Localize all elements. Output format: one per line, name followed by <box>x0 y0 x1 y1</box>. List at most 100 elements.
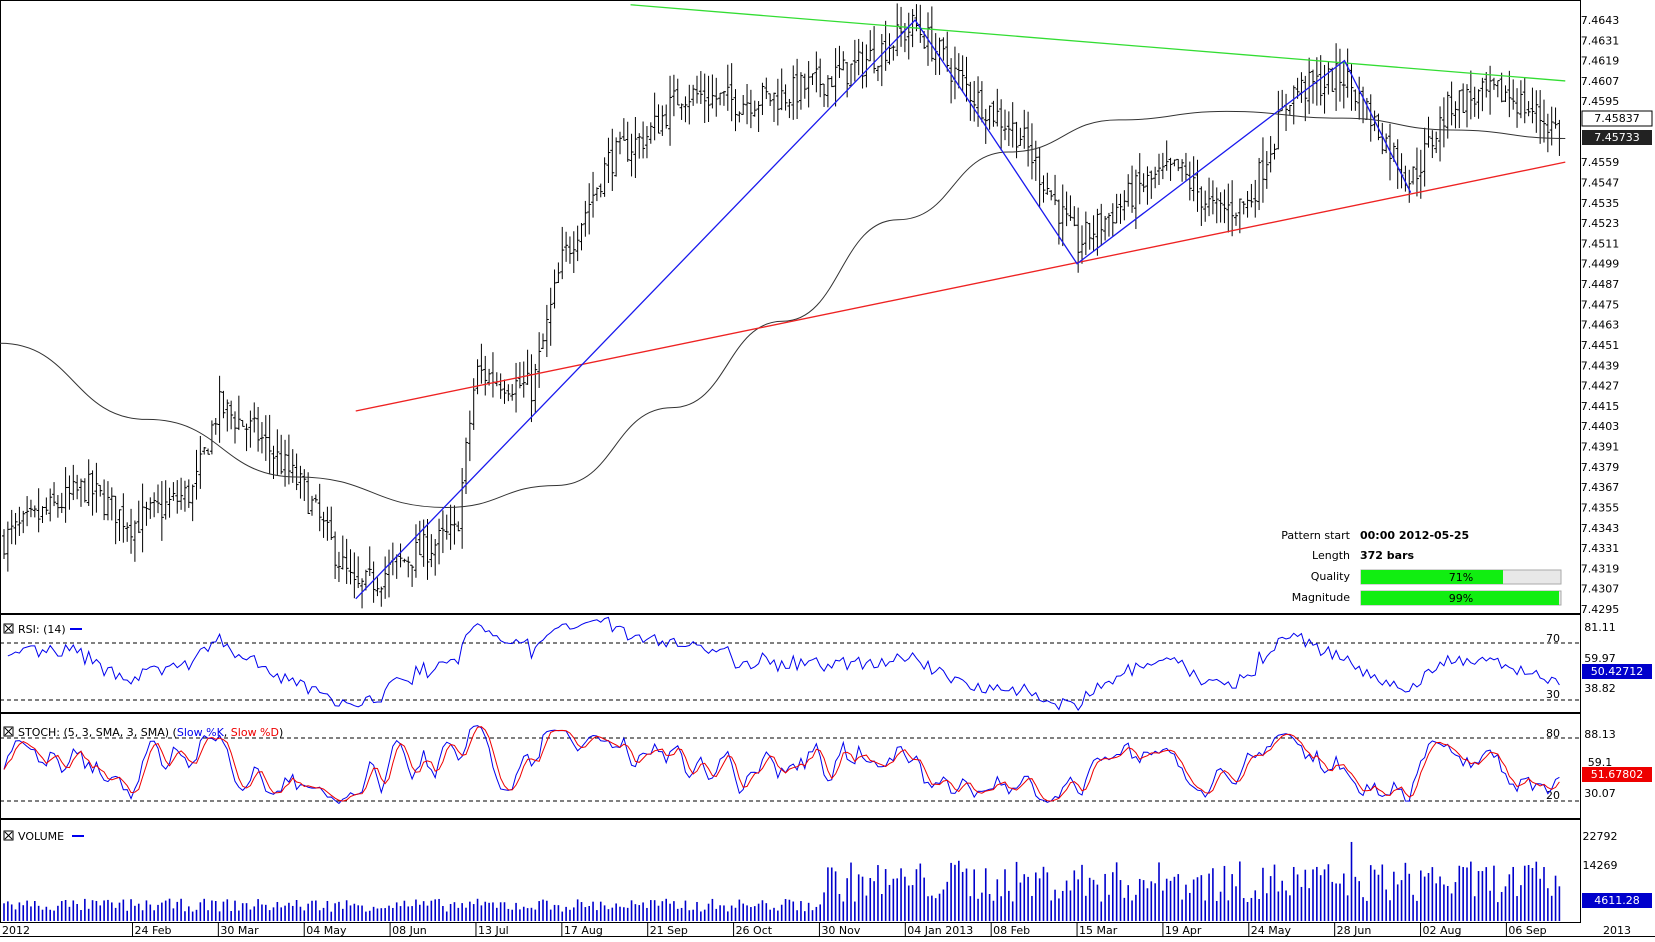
price-axis-label: 7.4391 <box>1581 441 1620 454</box>
rsi-level-30: 30 <box>1546 688 1560 701</box>
ohlc-bar <box>317 483 322 532</box>
time-axis-label: 04 May <box>306 924 347 937</box>
ohlc-bar <box>648 122 653 144</box>
upper-trendline <box>630 4 1566 82</box>
ohlc-bar <box>918 4 923 43</box>
ohlc-bar <box>618 131 622 155</box>
lower-trendline <box>355 161 1566 412</box>
ohlc-bar <box>637 133 642 159</box>
price-axis-label: 7.4331 <box>1581 542 1620 555</box>
ohlc-bar <box>968 81 973 121</box>
ohlc-bar <box>914 4 919 32</box>
ohlc-bar <box>182 480 187 512</box>
ohlc-bar <box>233 411 237 444</box>
ohlc-bar <box>17 506 22 536</box>
rsi-close-icon[interactable] <box>3 623 14 634</box>
ohlc-bar <box>71 464 76 501</box>
price-bars <box>2 3 1562 609</box>
magnitude-label: Magnitude <box>1292 591 1351 604</box>
ohlc-bar <box>179 477 184 510</box>
ohlc-bar <box>514 362 519 413</box>
ohlc-bar <box>90 470 95 516</box>
ohlc-bar <box>875 65 880 82</box>
ohlc-bar <box>217 375 222 443</box>
pattern-zigzag <box>355 18 1412 600</box>
ohlc-bar <box>198 435 203 489</box>
ohlc-bar <box>517 362 522 389</box>
ohlc-bar <box>1322 64 1327 114</box>
current-price-marker: 7.45733 <box>1582 130 1652 145</box>
stoch-close-icon[interactable] <box>3 726 14 737</box>
ohlc-bar <box>1106 212 1111 237</box>
ohlc-bar <box>490 352 495 398</box>
price-axis-label: 7.4367 <box>1581 481 1620 494</box>
ohlc-bar <box>795 58 800 119</box>
volume-panel: VOLUME 22792 14269 4611.28 <box>3 830 1652 921</box>
ohlc-bar <box>1145 166 1150 205</box>
ohlc-bar <box>1041 175 1046 203</box>
ohlc-bar <box>829 76 834 88</box>
ohlc-bar <box>1060 184 1065 247</box>
ohlc-bar <box>240 419 245 427</box>
ohlc-bar <box>209 420 214 455</box>
ohlc-bar <box>1430 130 1435 159</box>
ohlc-bar <box>1426 116 1431 148</box>
ohlc-bar <box>1295 77 1300 99</box>
ohlc-bar <box>1237 198 1242 234</box>
ohlc-bar <box>929 6 934 62</box>
ohlc-bar <box>1414 147 1419 197</box>
rsi-series <box>7 616 1560 712</box>
price-marker-1: 7.45837 <box>1581 110 1653 127</box>
ohlc-bar <box>760 82 765 116</box>
ohlc-bar <box>991 100 996 127</box>
ohlc-bar <box>1010 102 1015 148</box>
ohlc-bar <box>82 478 87 503</box>
ohlc-bar <box>1411 166 1416 185</box>
ohlc-bar <box>121 493 126 543</box>
ohlc-bar <box>887 33 892 65</box>
ohlc-bar <box>544 304 549 358</box>
ohlc-bar <box>1334 43 1339 111</box>
ohlc-bar <box>533 363 538 414</box>
ohlc-bar <box>1522 78 1527 124</box>
ohlc-bar <box>236 395 241 431</box>
ohlc-bar <box>806 61 811 108</box>
ohlc-bar <box>1453 101 1458 129</box>
pattern-lines <box>355 4 1566 600</box>
ohlc-bar <box>348 549 353 585</box>
ohlc-bar <box>44 497 49 515</box>
ohlc-bar <box>1141 173 1146 193</box>
ohlc-bar <box>156 484 160 514</box>
ohlc-bar <box>714 77 719 117</box>
ohlc-bar <box>340 535 345 570</box>
ohlc-bar <box>1534 90 1539 133</box>
price-axis-label: 7.4487 <box>1581 278 1620 291</box>
ohlc-bar <box>136 500 141 534</box>
ohlc-bar <box>1234 212 1238 226</box>
ohlc-bar <box>1210 180 1215 215</box>
ohlc-bar <box>621 118 626 141</box>
price-axis-label: 7.4511 <box>1581 237 1620 250</box>
ohlc-bar <box>537 332 542 388</box>
ohlc-bar <box>629 133 634 177</box>
ohlc-bar <box>1434 131 1439 154</box>
ohlc-bar <box>479 343 484 384</box>
volume-close-icon[interactable] <box>3 830 14 841</box>
price-panel-frame <box>0 0 1581 614</box>
ohlc-bar <box>86 459 91 506</box>
ohlc-bar <box>21 510 26 534</box>
pattern-start-value: 00:00 2012-05-25 <box>1360 529 1469 542</box>
ohlc-bar <box>244 423 249 452</box>
ohlc-bar <box>671 74 676 117</box>
ohlc-bar <box>1053 174 1058 206</box>
ohlc-bar <box>656 104 661 134</box>
time-axis-label: 08 Jun <box>392 924 427 937</box>
ohlc-bar <box>498 373 503 399</box>
ohlc-bar <box>1357 76 1362 120</box>
ohlc-bar <box>1253 179 1258 218</box>
rsi-axis-top: 81.11 <box>1584 621 1616 634</box>
ohlc-bar <box>406 556 411 578</box>
moving-average <box>0 110 1566 508</box>
ohlc-bar <box>1465 84 1469 128</box>
ohlc-bar <box>25 496 30 527</box>
